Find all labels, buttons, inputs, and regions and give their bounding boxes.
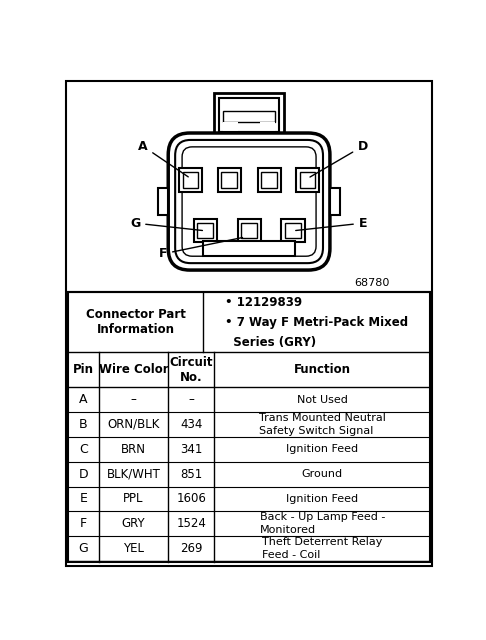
Bar [260, 122, 275, 132]
Text: 269: 269 [180, 542, 203, 556]
Text: F: F [158, 237, 243, 260]
Bar [203, 241, 295, 256]
Text: D: D [79, 468, 88, 481]
FancyBboxPatch shape [182, 147, 316, 256]
Bar [197, 223, 213, 239]
Text: Theft Deterrent Relay
Feed - Coil: Theft Deterrent Relay Feed - Coil [262, 537, 382, 560]
Text: ORN/BLK: ORN/BLK [107, 418, 160, 431]
Bar [223, 111, 275, 122]
Text: • 12129839
• 7 Way F Metri-Pack Mixed
  Series (GRY): • 12129839 • 7 Way F Metri-Pack Mixed Se… [225, 296, 408, 349]
Bar [285, 223, 301, 239]
Bar [183, 172, 198, 188]
Text: E: E [80, 493, 87, 506]
Text: G: G [130, 216, 203, 230]
Text: Function: Function [294, 364, 351, 376]
Text: F: F [80, 517, 87, 531]
Text: Wire Color: Wire Color [99, 364, 168, 376]
Text: Ignition Feed: Ignition Feed [286, 444, 358, 454]
Bar [179, 168, 202, 191]
Bar [218, 168, 241, 191]
Text: B: B [79, 418, 88, 431]
Text: GRY: GRY [122, 517, 145, 531]
Bar [261, 172, 277, 188]
Bar [158, 188, 168, 216]
Bar [296, 168, 319, 191]
Bar [258, 168, 280, 191]
Text: –: – [189, 393, 194, 406]
Text: Connector Part
Information: Connector Part Information [86, 308, 186, 337]
Text: 1524: 1524 [176, 517, 206, 531]
Bar [223, 122, 238, 132]
Text: BRN: BRN [121, 443, 146, 456]
Text: C: C [79, 443, 88, 456]
Text: 434: 434 [180, 418, 203, 431]
Text: E: E [295, 216, 367, 230]
Text: 68780: 68780 [354, 278, 389, 288]
Bar [300, 172, 315, 188]
Text: D: D [310, 140, 368, 177]
Text: Back - Up Lamp Feed -
Monitored: Back - Up Lamp Feed - Monitored [260, 512, 385, 536]
Text: 851: 851 [180, 468, 203, 481]
Text: G: G [79, 542, 88, 556]
Bar [281, 220, 305, 243]
Bar [214, 93, 284, 138]
Text: Ignition Feed: Ignition Feed [286, 494, 358, 504]
Text: –: – [131, 393, 137, 406]
Bar [238, 220, 260, 243]
Text: 1606: 1606 [176, 493, 206, 506]
Bar [68, 292, 430, 562]
Text: Ground: Ground [302, 469, 343, 479]
FancyBboxPatch shape [168, 133, 330, 270]
Text: 341: 341 [180, 443, 203, 456]
Text: BLK/WHT: BLK/WHT [106, 468, 160, 481]
Text: Pin: Pin [73, 364, 94, 376]
Bar [221, 172, 237, 188]
Text: A: A [138, 140, 188, 177]
Bar [193, 220, 217, 243]
Bar [219, 99, 279, 132]
Bar [242, 223, 257, 239]
Text: Not Used: Not Used [297, 394, 347, 404]
FancyBboxPatch shape [175, 140, 323, 263]
Text: PPL: PPL [123, 493, 144, 506]
Text: Circuit
No.: Circuit No. [170, 356, 213, 384]
Text: A: A [79, 393, 88, 406]
Bar [330, 188, 340, 216]
Text: YEL: YEL [123, 542, 144, 556]
Text: Trans Mounted Neutral
Safety Switch Signal: Trans Mounted Neutral Safety Switch Sign… [259, 413, 386, 436]
